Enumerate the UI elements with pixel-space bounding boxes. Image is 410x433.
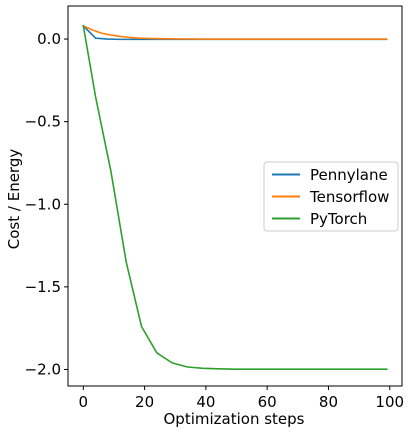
legend: Pennylane Tensorflow PyTorch: [263, 161, 399, 232]
y-tick-label: −2.0: [25, 360, 61, 378]
y-tick-label: −1.5: [25, 278, 61, 296]
x-tick-label: 20: [135, 393, 154, 411]
x-tick-label: 0: [79, 393, 89, 411]
x-axis-ticks: 0 20 40 60 80 100: [79, 386, 404, 411]
y-axis-label: Cost / Energy: [5, 149, 23, 250]
x-tick-label: 60: [258, 393, 277, 411]
legend-label-tensorflow: Tensorflow: [309, 188, 389, 206]
y-axis-ticks: 0.0 −0.5 −1.0 −1.5 −2.0: [25, 30, 68, 378]
x-tick-label: 40: [196, 393, 215, 411]
y-tick-label: 0.0: [37, 30, 61, 48]
x-axis-label: Optimization steps: [164, 410, 305, 428]
series-line-pytorch: [82, 24, 388, 370]
legend-box: [263, 161, 399, 232]
plot-lines: [82, 24, 388, 370]
y-tick-label: −0.5: [25, 113, 61, 131]
legend-label-pennylane: Pennylane: [310, 166, 388, 184]
y-tick-label: −1.0: [25, 195, 61, 213]
legend-label-pytorch: PyTorch: [310, 210, 367, 228]
plot-frame: [67, 5, 403, 387]
series-line-tensorflow: [82, 24, 388, 40]
x-tick-label: 80: [319, 393, 338, 411]
x-tick-label: 100: [375, 393, 404, 411]
